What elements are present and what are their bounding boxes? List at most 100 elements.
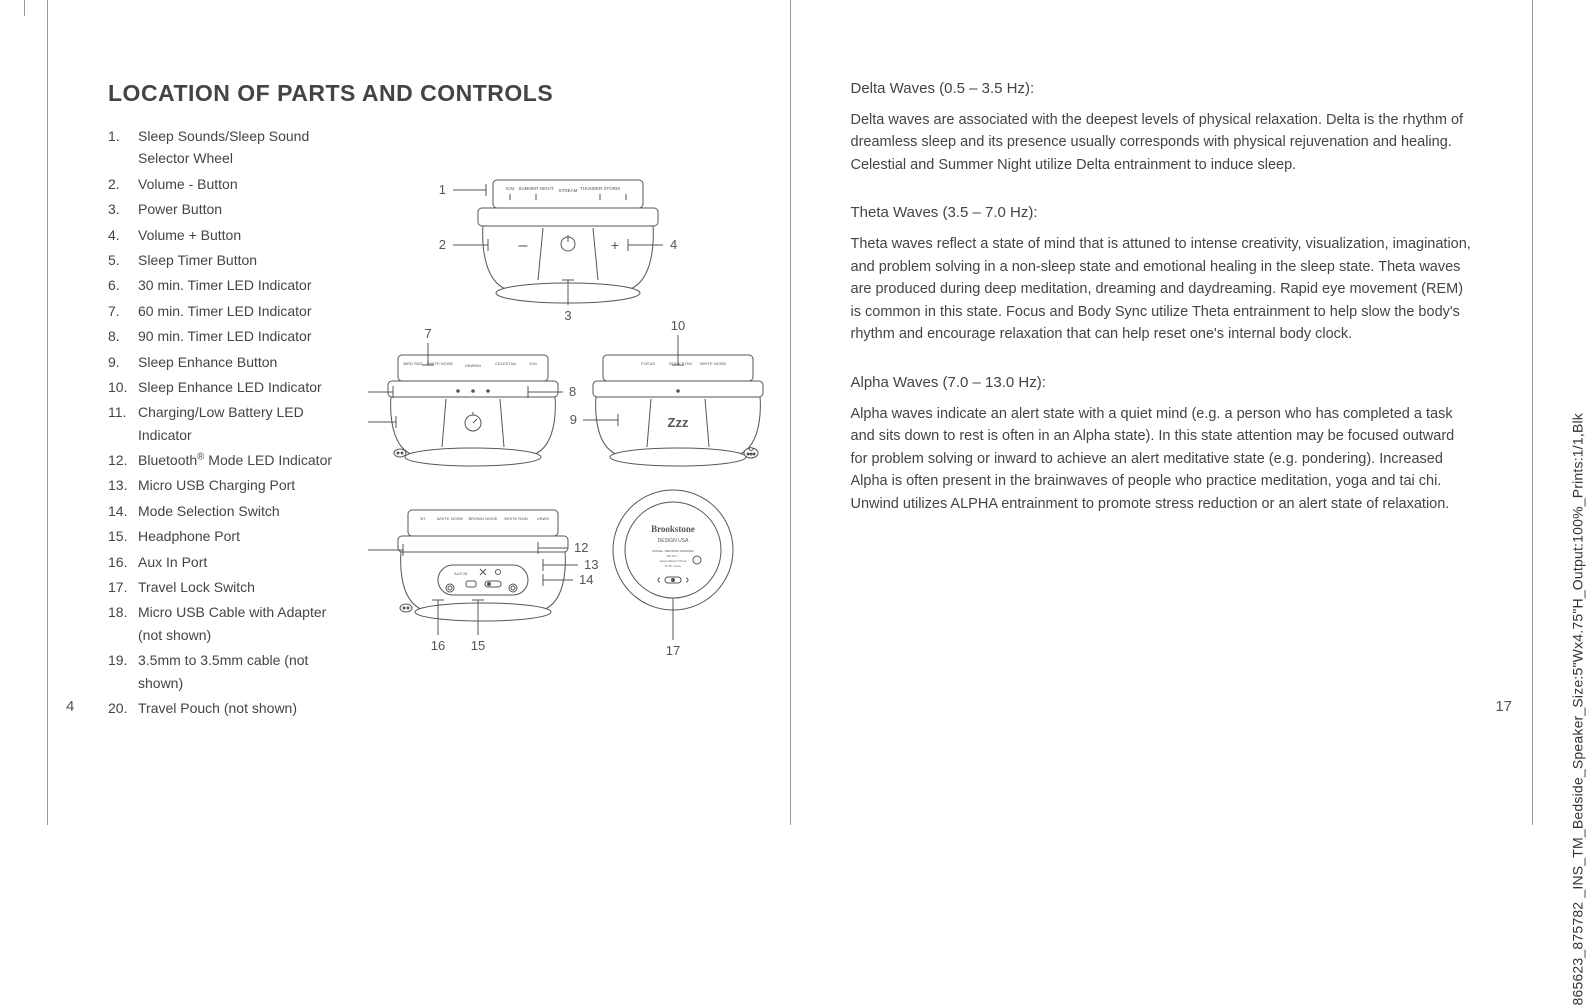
svg-text:BIRD SNG: BIRD SNG [403, 361, 422, 366]
manual-spread: LOCATION OF PARTS AND CONTROLS 1.Sleep S… [0, 0, 1592, 825]
wave-body: Alpha waves indicate an alert state with… [851, 403, 1473, 515]
list-text: 60 min. Timer LED Indicator [138, 300, 312, 322]
svg-text:Brookstone: Brookstone [651, 524, 695, 534]
list-text: Power Button [138, 198, 222, 220]
switch-icon [485, 581, 501, 587]
list-number: 6. [108, 274, 138, 296]
left-page: LOCATION OF PARTS AND CONTROLS 1.Sleep S… [48, 0, 790, 825]
list-text: Bluetooth® Mode LED Indicator [138, 449, 332, 471]
svg-text:CELESTIAL: CELESTIAL [495, 361, 517, 366]
list-number: 18. [108, 601, 138, 646]
svg-text:14: 14 [579, 572, 593, 587]
svg-text:13: 13 [584, 557, 598, 572]
svg-text:8: 8 [569, 384, 576, 399]
svg-text:BT: BT [420, 516, 426, 521]
list-number: 13. [108, 474, 138, 496]
product-diagrams: ICM SUMMER NIGHT STREAM THUNDER STORM [368, 140, 768, 660]
svg-text:15: 15 [471, 638, 485, 653]
svg-text:IC ID: xxxxx: IC ID: xxxxx [665, 564, 682, 568]
svg-text:3: 3 [564, 308, 571, 323]
list-text: Volume - Button [138, 173, 238, 195]
plus-icon: + [611, 237, 619, 253]
svg-text:MODEL / BEDSIDE SPEAKER: MODEL / BEDSIDE SPEAKER [652, 549, 694, 553]
list-text: Travel Pouch (not shown) [138, 697, 297, 719]
list-number: 15. [108, 525, 138, 547]
list-number: 9. [108, 351, 138, 373]
crop-mark-left [0, 0, 48, 825]
list-number: 11. [108, 401, 138, 446]
list-text: Mode Selection Switch [138, 500, 280, 522]
wave-block: Delta Waves (0.5 – 3.5 Hz): Delta waves a… [851, 80, 1473, 176]
list-number: 14. [108, 500, 138, 522]
page-number-left: 4 [66, 698, 74, 715]
svg-text:BROWN NOISE: BROWN NOISE [469, 516, 498, 521]
list-text: Sleep Enhance LED Indicator [138, 376, 322, 398]
list-text: Headphone Port [138, 525, 240, 547]
list-text: 90 min. Timer LED Indicator [138, 325, 312, 347]
list-text: Sleep Timer Button [138, 249, 257, 271]
svg-text:WHITE NOISE: WHITE NOISE [437, 516, 464, 521]
list-number: 20. [108, 697, 138, 719]
wave-block: Alpha Waves (7.0 – 13.0 Hz): Alpha waves … [851, 374, 1473, 515]
list-text: Sleep Enhance Button [138, 351, 277, 373]
list-text: 30 min. Timer LED Indicator [138, 274, 312, 296]
wave-title: Theta Waves (3.5 – 7.0 Hz): [851, 204, 1473, 221]
list-number: 19. [108, 649, 138, 694]
list-number: 1. [108, 125, 138, 170]
list-number: 3. [108, 198, 138, 220]
wave-title: Delta Waves (0.5 – 3.5 Hz): [851, 80, 1473, 97]
print-spec-text: 865623_875782 _INS_TM_Bedside_Speaker_Si… [1570, 413, 1586, 1005]
wave-body: Theta waves reflect a state of mind that… [851, 233, 1473, 345]
spread-container: LOCATION OF PARTS AND CONTROLS 1.Sleep S… [48, 0, 1532, 825]
svg-text:DESIGN USA: DESIGN USA [658, 538, 690, 544]
list-text: Travel Lock Switch [138, 576, 255, 598]
list-number: 16. [108, 551, 138, 573]
svg-text:SUMMER NIGHT: SUMMER NIGHT [518, 186, 553, 191]
svg-text:1: 1 [439, 182, 446, 197]
list-number: 12. [108, 449, 138, 471]
svg-text:2: 2 [439, 237, 446, 252]
svg-text:ICM: ICM [506, 186, 515, 191]
sleep-icon: Zzz [668, 415, 689, 430]
svg-text:WHITE RAIN: WHITE RAIN [504, 516, 528, 521]
section-title: LOCATION OF PARTS AND CONTROLS [108, 80, 730, 107]
right-page: Delta Waves (0.5 – 3.5 Hz): Delta waves a… [791, 0, 1533, 825]
wave-title: Alpha Waves (7.0 – 13.0 Hz): [851, 374, 1473, 391]
parts-list-item: 20.Travel Pouch (not shown) [108, 697, 730, 719]
list-number: 4. [108, 224, 138, 246]
svg-text:9: 9 [570, 412, 577, 427]
svg-text:UNWIND: UNWIND [465, 363, 482, 368]
svg-text:16: 16 [431, 638, 445, 653]
list-number: 8. [108, 325, 138, 347]
list-text: Charging/Low Battery LED Indicator [138, 401, 348, 446]
svg-text:Assembled in China: Assembled in China [660, 559, 687, 563]
svg-text:ICM: ICM [529, 361, 536, 366]
svg-text:17: 17 [666, 643, 680, 658]
svg-text:STREAM: STREAM [559, 188, 578, 193]
list-text: 3.5mm to 3.5mm cable (not shown) [138, 649, 348, 694]
list-number: 10. [108, 376, 138, 398]
wave-block: Theta Waves (3.5 – 7.0 Hz): Theta waves r… [851, 204, 1473, 345]
svg-text:AUX IN: AUX IN [454, 571, 467, 576]
list-text: Sleep Sounds/Sleep Sound Selector Wheel [138, 125, 348, 170]
svg-text:DC 5V ⎓: DC 5V ⎓ [667, 554, 680, 558]
list-number: 5. [108, 249, 138, 271]
list-text: Micro USB Cable with Adapter (not shown) [138, 601, 348, 646]
list-number: 7. [108, 300, 138, 322]
svg-text:12: 12 [574, 540, 588, 555]
crop-mark-right: 865623_875782 _INS_TM_Bedside_Speaker_Si… [1532, 0, 1592, 825]
list-text: Aux In Port [138, 551, 207, 573]
minus-icon: – [519, 237, 528, 254]
list-text: Micro USB Charging Port [138, 474, 295, 496]
wave-body: Delta waves are associated with the deep… [851, 109, 1473, 176]
svg-text:7: 7 [424, 326, 431, 341]
svg-text:10: 10 [671, 318, 685, 333]
svg-text:4: 4 [670, 237, 677, 252]
list-number: 17. [108, 576, 138, 598]
list-text: Volume + Button [138, 224, 241, 246]
svg-text:UNWD: UNWD [537, 516, 550, 521]
svg-text:WHITE NOISE: WHITE NOISE [700, 361, 727, 366]
page-number-right: 17 [1495, 698, 1512, 715]
list-number: 2. [108, 173, 138, 195]
svg-text:THUNDER STORM: THUNDER STORM [580, 186, 620, 191]
